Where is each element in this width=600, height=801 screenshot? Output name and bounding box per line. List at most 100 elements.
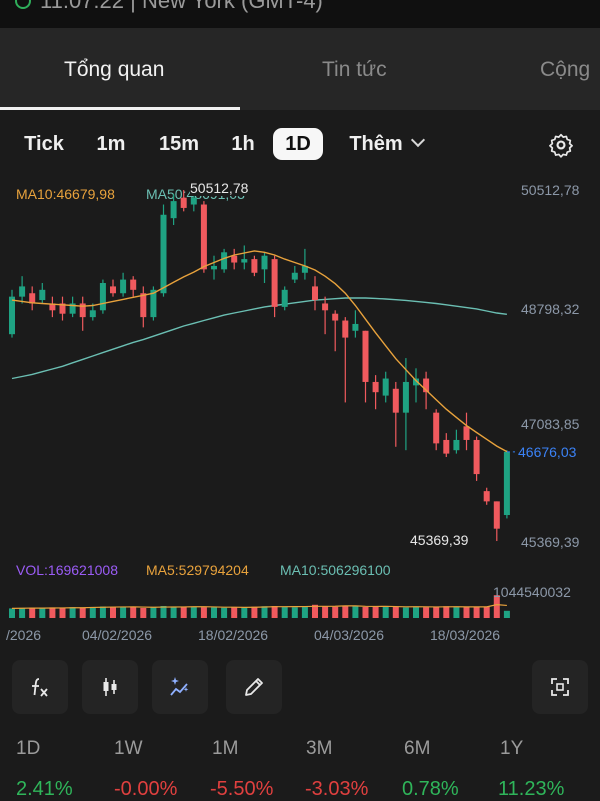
candle-body: [49, 303, 56, 311]
candle: [59, 296, 66, 321]
candle-body: [200, 204, 207, 270]
tab-news[interactable]: Tin tức: [322, 58, 387, 81]
perf-period-1d[interactable]: 1D: [16, 738, 41, 759]
tab-overview[interactable]: Tổng quan: [64, 58, 165, 81]
candle: [251, 255, 258, 277]
candle: [493, 501, 500, 542]
volume-bar: [110, 606, 116, 618]
candle-body: [89, 310, 96, 318]
candle: [120, 272, 127, 297]
price-axis-label: 45369,39: [521, 534, 580, 550]
candle-body: [443, 439, 450, 454]
volume-bar: [301, 606, 308, 618]
fullscreen-button[interactable]: [532, 660, 588, 714]
timeframe-tick[interactable]: Tick: [24, 133, 64, 155]
candle-body: [59, 303, 66, 314]
chart-toolbar: [0, 660, 600, 714]
drawing-tool-button[interactable]: [226, 660, 282, 714]
timeframe-1h[interactable]: 1h: [231, 133, 255, 155]
volume-bar: [291, 607, 298, 618]
ma10-line: [11, 250, 508, 453]
candle-body: [382, 378, 389, 396]
candle: [301, 248, 308, 280]
chevron-down-icon: [410, 132, 425, 148]
volume-bar: [402, 607, 409, 618]
perf-period-3m[interactable]: 3M: [306, 738, 333, 759]
volume-bar: [362, 606, 369, 618]
volume-bar: [69, 607, 76, 618]
volume-bar: [49, 607, 56, 618]
volume-ma5-line: [11, 604, 507, 609]
volume-bar: [140, 607, 147, 618]
price-axis-label: 48798,32: [521, 301, 580, 317]
perf-period-1m[interactable]: 1M: [212, 738, 239, 759]
volume-bar: [332, 606, 339, 618]
date-label: 18/02/2026: [198, 627, 269, 643]
volume-bar: [342, 605, 349, 618]
candle-body: [362, 330, 369, 382]
indicator-button[interactable]: [12, 660, 68, 714]
date-label: 04/03/2026: [314, 627, 385, 643]
candle-body: [342, 320, 349, 338]
candle-body: [463, 426, 470, 440]
candle-body: [231, 255, 238, 263]
perf-change-6m: 0.78%: [402, 778, 459, 800]
candle: [221, 248, 228, 273]
ai-analysis-button[interactable]: [152, 660, 208, 714]
tab-community[interactable]: Cộng: [540, 58, 591, 81]
candle-body: [322, 303, 329, 311]
perf-period-6m[interactable]: 6M: [404, 738, 431, 759]
candle: [312, 276, 318, 311]
vol-ma5-label: MA5:529794204: [146, 562, 249, 578]
candle: [160, 204, 167, 297]
chart-type-button[interactable]: [82, 660, 138, 714]
volume-bar: [9, 608, 15, 618]
candle-body: [79, 303, 86, 318]
timeframe-15m[interactable]: 15m: [158, 133, 200, 155]
candle-body: [332, 313, 339, 321]
candle: [180, 190, 187, 212]
low-price-marker: 45369,39: [410, 532, 469, 548]
time-location: 11:07:22 | New York (GMT-4): [40, 0, 323, 13]
perf-period-1y[interactable]: 1Y: [500, 738, 524, 759]
candle-body: [503, 451, 510, 516]
sparkle-chart-icon: [170, 677, 189, 696]
candle-body: [423, 378, 430, 393]
candle: [110, 279, 116, 297]
globe-icon: [15, 0, 31, 9]
perf-change-1w: -0.00%: [114, 778, 178, 800]
volume-bar: [170, 606, 177, 618]
candle: [29, 286, 36, 311]
candle-body: [261, 255, 268, 270]
more-label: Thêm: [349, 133, 403, 155]
volume-bar: [59, 607, 66, 618]
vol-label: VOL:169621008: [16, 562, 118, 578]
timeframe-1m[interactable]: 1m: [96, 133, 126, 155]
candle-body: [392, 388, 399, 413]
volume-bar: [231, 606, 238, 618]
candle: [433, 409, 440, 451]
settings-gear-icon[interactable]: [548, 132, 574, 158]
pencil-icon: [245, 678, 263, 696]
candle: [281, 286, 288, 311]
perf-period-1w[interactable]: 1W: [114, 738, 143, 759]
volume-bar: [120, 606, 127, 618]
candle: [362, 330, 369, 403]
volume-bar: [281, 606, 288, 618]
candle: [19, 276, 26, 304]
volume-bar: [413, 606, 419, 618]
high-price-marker: 50512,78: [190, 180, 249, 196]
candle-body: [473, 439, 480, 475]
ma10-label: MA10:46679,98: [16, 186, 115, 202]
price-chart[interactable]: [0, 172, 600, 652]
candle-body: [19, 286, 26, 297]
volume-bar: [352, 606, 359, 618]
volume-bar: [180, 606, 187, 618]
candle: [413, 368, 419, 403]
timeframe-1d[interactable]: 1D: [273, 128, 323, 160]
candle-body: [493, 501, 500, 529]
date-label: /2026: [6, 627, 42, 643]
timeframe-more-button[interactable]: Thêm: [338, 128, 434, 160]
volume-bar: [322, 606, 329, 618]
price-axis-label: 47083,85: [521, 416, 580, 432]
